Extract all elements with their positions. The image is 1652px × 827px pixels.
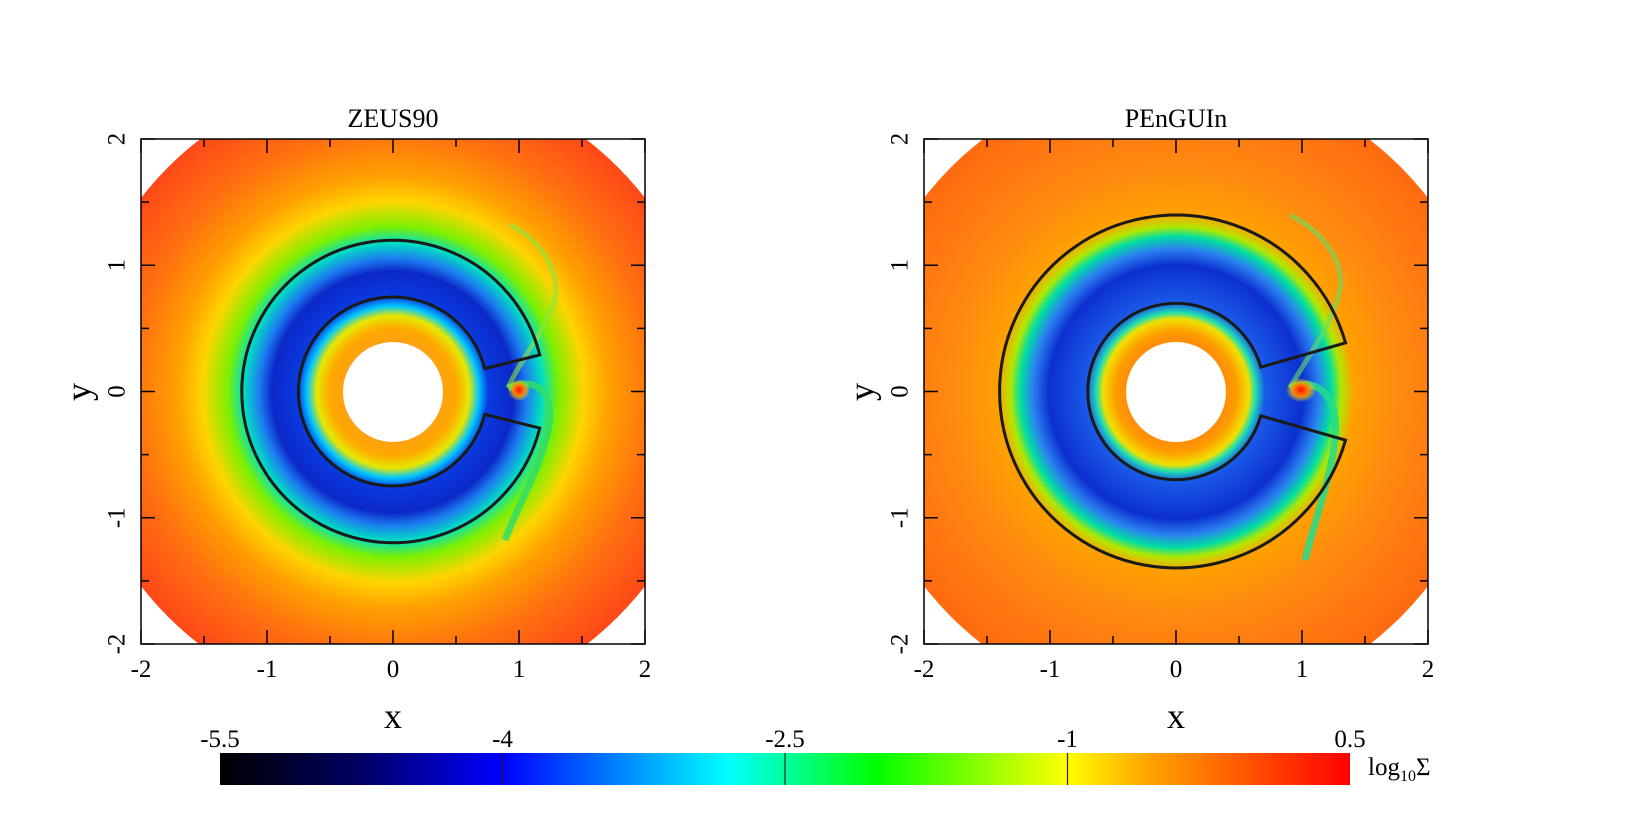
y-axis-label: y (58, 383, 98, 401)
y-tick-label: -2 (887, 634, 914, 655)
colorbar-tick-label: -5.5 (200, 726, 240, 753)
x-tick-label: -2 (914, 656, 935, 683)
x-tick-label: 0 (387, 656, 400, 683)
y-tick-label: 0 (887, 385, 914, 398)
colorbar-tick-label: 0.5 (1334, 726, 1365, 753)
axis-ticks: -2 -1 0 1 2 -2 -1 0 1 2 (887, 133, 1435, 683)
x-tick-label: 0 (1170, 656, 1183, 683)
y-axis-label: y (841, 383, 881, 401)
y-tick-label: -2 (104, 634, 131, 655)
spiral-wake-upper (505, 222, 559, 389)
annulus-outline (998, 213, 1348, 570)
density-map-penguin (924, 139, 1428, 644)
colorbar-label: log10Σ (1368, 754, 1431, 785)
colorbar: -5.5 -4 -2.5 -1 0.5 log10Σ (200, 726, 1431, 785)
colorbar-tick-label: -4 (492, 726, 513, 753)
y-tick-label: 2 (887, 133, 914, 146)
inner-cavity (343, 342, 443, 442)
x-tick-label: -1 (257, 656, 278, 683)
x-tick-label: 2 (639, 656, 652, 683)
panel-penguin: -2 -1 0 1 2 -2 -1 0 1 2 PEnGUIn x y (841, 104, 1435, 736)
y-tick-label: -1 (887, 507, 914, 528)
annulus-outline (240, 238, 542, 545)
x-axis-label: x (384, 696, 402, 736)
x-tick-label: -1 (1040, 656, 1061, 683)
axis-ticks: -2 -1 0 1 2 -2 -1 0 1 2 (104, 133, 652, 683)
y-tick-label: -1 (104, 507, 131, 528)
planet-blob (1286, 378, 1316, 402)
planet-blob (508, 379, 530, 401)
inner-cavity (1126, 342, 1226, 442)
colorbar-tick-label: -2.5 (765, 726, 805, 753)
density-map-zeus90 (141, 139, 645, 644)
x-tick-label: 2 (1422, 656, 1435, 683)
y-tick-label: 0 (104, 385, 131, 398)
y-tick-label: 1 (104, 259, 131, 272)
spiral-wake-upper (1287, 212, 1344, 390)
panel-title: ZEUS90 (348, 104, 439, 133)
panel-title: PEnGUIn (1125, 104, 1228, 133)
x-tick-label: 1 (513, 656, 526, 683)
y-tick-label: 1 (887, 259, 914, 272)
y-tick-label: 2 (104, 133, 131, 146)
colorbar-ticks: -5.5 -4 -2.5 -1 0.5 (200, 726, 1366, 785)
colorbar-tick-label: -1 (1057, 726, 1078, 753)
x-tick-label: -2 (131, 656, 152, 683)
panel-zeus90: -2 -1 0 1 2 -2 -1 0 1 2 ZEUS90 x y (58, 104, 652, 736)
x-axis-label: x (1167, 696, 1185, 736)
x-tick-label: 1 (1296, 656, 1309, 683)
spiral-wake (501, 380, 554, 542)
